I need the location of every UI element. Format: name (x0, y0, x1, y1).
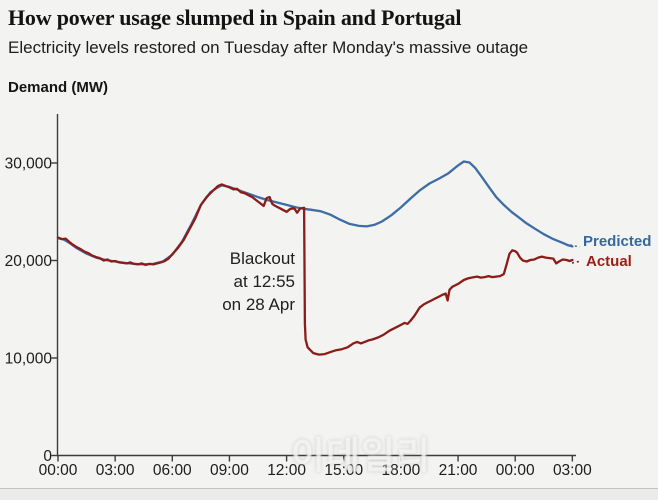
x-tick-label: 03:00 (553, 462, 592, 479)
y-tick-label: 30,000 (5, 156, 53, 173)
bottom-divider-strip (0, 488, 658, 500)
x-tick-label: 03:00 (96, 462, 135, 479)
y-tick-label: 20,000 (5, 253, 53, 270)
y-axis-title: Demand (MW) (8, 79, 108, 96)
x-tick-label: 21:00 (439, 462, 478, 479)
annotation-line-2: at 12:55 (233, 272, 295, 291)
annotation-line-3: on 28 Apr (222, 295, 295, 314)
x-tick-label: 18:00 (382, 462, 421, 479)
page-title: How power usage slumped in Spain and Por… (8, 5, 462, 30)
x-tick-label: 06:00 (153, 462, 192, 479)
annotation-line-1: Blackout (229, 249, 295, 268)
series-line-actual (56, 183, 574, 356)
series-line-predicted (56, 160, 574, 266)
x-tick-label: 12:00 (267, 462, 306, 479)
legend-actual-label: Actual (586, 253, 632, 270)
x-tick-label: 15:00 (324, 462, 363, 479)
x-tick-label: 00:00 (496, 462, 535, 479)
page-subtitle: Electricity levels restored on Tuesday a… (8, 38, 529, 57)
axis-lines (56, 114, 576, 457)
blackout-annotation: Blackout at 12:55 on 28 Apr (140, 247, 295, 316)
y-tick-label: 10,000 (5, 351, 53, 368)
x-tick-label: 09:00 (210, 462, 249, 479)
legend-connector-predicted (569, 244, 581, 248)
legend-predicted-label: Predicted (583, 233, 652, 250)
legend-connector-actual (571, 260, 582, 264)
y-tick-label: 0 (43, 448, 52, 465)
x-tick-label: 00:00 (39, 462, 78, 479)
watermark-text: 이데일리 (290, 435, 432, 476)
